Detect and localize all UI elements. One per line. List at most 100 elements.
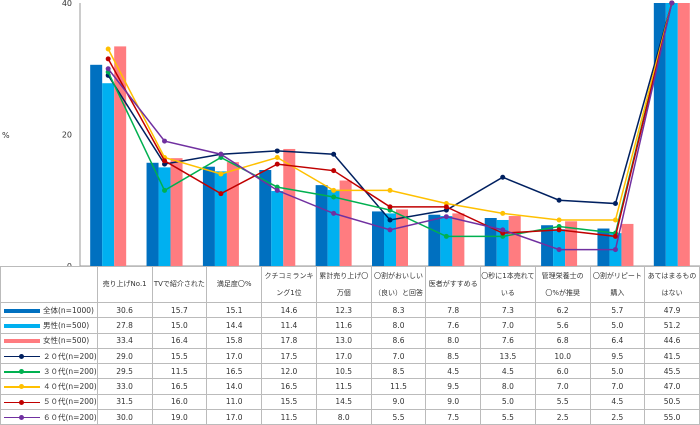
value-cell: 27.8 (96, 317, 153, 334)
value-cell: 30.6 (96, 301, 153, 319)
bar-0 (653, 3, 666, 266)
bar-0 (146, 162, 159, 266)
value-cell: 11.5 (315, 378, 372, 395)
value-cell: 17.8 (261, 332, 317, 349)
value-cell: 14.5 (315, 393, 372, 411)
value-cell: 47.9 (644, 301, 700, 319)
data-point (105, 66, 111, 72)
value-cell: 11.5 (151, 363, 208, 380)
series-name: ５０代(n=200) (43, 397, 97, 407)
data-point (387, 217, 393, 223)
bar-2 (508, 216, 521, 266)
data-point (612, 217, 618, 223)
value-cell: 51.2 (644, 317, 700, 334)
value-cell: 5.0 (480, 393, 536, 411)
chart: 0 20 40% (2, 0, 700, 266)
value-cell: 14.6 (261, 301, 317, 319)
data-point (612, 201, 618, 207)
data-point (556, 227, 562, 233)
value-cell: 6.4 (589, 332, 646, 349)
legend-entry: ６０代(n=200) (0, 409, 98, 425)
data-point (556, 217, 562, 223)
table-corner (0, 266, 98, 303)
value-cell: 50.5 (644, 393, 700, 411)
value-cell: 6.0 (534, 363, 591, 380)
value-cell: 15.5 (261, 393, 317, 411)
value-cell: 11.6 (315, 317, 372, 334)
value-cell: 4.5 (425, 363, 481, 380)
value-cell: 7.0 (480, 317, 536, 334)
bar-0 (259, 170, 272, 266)
value-cell: 15.1 (206, 301, 263, 319)
bar-2 (114, 46, 127, 266)
data-point (443, 214, 449, 220)
bar-0 (372, 211, 384, 266)
value-cell: 7.6 (425, 317, 481, 334)
bar-1 (384, 213, 396, 266)
data-point (612, 247, 618, 253)
data-point (443, 204, 449, 210)
bar-2 (283, 148, 296, 266)
category-label: あてはまるものはない (644, 266, 700, 303)
data-point (500, 210, 506, 216)
value-cell: 5.6 (534, 317, 591, 334)
value-cell: 41.5 (644, 347, 700, 365)
category-label: TVで紹介された (151, 266, 208, 303)
value-cell: 45.5 (644, 363, 700, 380)
value-cell: 7.8 (425, 301, 481, 319)
y-tick-label: 0 (67, 262, 72, 266)
bar-2 (396, 209, 408, 266)
value-cell: 29.5 (96, 363, 153, 380)
data-point (162, 138, 168, 144)
y-axis-label: % (2, 131, 10, 140)
table-row: 女性(n=500) 33.4 16.4 15.8 17.8 13.0 8.6 8.0 7.6 6.… (0, 332, 700, 349)
value-cell: 16.5 (261, 378, 317, 395)
data-point (556, 247, 562, 253)
data-point (105, 56, 111, 62)
table-row: ３０代(n=200) 29.5 11.5 16.5 12.0 10.5 8.5 4.5 4.5 6… (0, 363, 700, 380)
table-row: 全体(n=1000) 30.6 15.7 15.1 14.6 12.3 8.3 7.8 7.3 6… (0, 301, 700, 319)
bar-2 (226, 162, 239, 266)
value-cell: 8.5 (370, 363, 427, 380)
value-cell: 17.5 (261, 347, 317, 365)
value-cell: 14.4 (206, 317, 263, 334)
bar-1 (158, 167, 171, 266)
legend-entry: ３０代(n=200) (0, 363, 98, 380)
data-point (162, 158, 168, 164)
category-label: 満足度〇% (206, 266, 263, 303)
bar-2 (565, 221, 578, 266)
value-cell: 8.0 (480, 378, 536, 395)
value-cell: 16.5 (151, 378, 208, 395)
value-cell: 12.0 (261, 363, 317, 380)
value-cell: 14.0 (206, 378, 263, 395)
legend-entry: ２０代(n=200) (0, 347, 98, 365)
value-cell: 8.3 (370, 301, 427, 319)
data-point (218, 191, 224, 197)
data-point (500, 174, 506, 180)
table-row: ６０代(n=200) 30.0 19.0 17.0 11.5 8.0 5.5 7.5 5.5 2.… (0, 409, 700, 425)
category-label: 管理栄養士の〇%が推奨 (534, 266, 591, 303)
value-cell: 6.8 (534, 332, 591, 349)
value-cell: 15.7 (151, 301, 208, 319)
category-label: 売り上げNo.1 (96, 266, 153, 303)
series-name: 女性(n=500) (43, 336, 90, 346)
bar-2 (170, 158, 183, 266)
category-label: クチコミランキング1位 (261, 266, 317, 303)
value-cell: 9.5 (589, 347, 646, 365)
legend-swatch (4, 308, 40, 313)
value-cell: 9.0 (425, 393, 481, 411)
series-name: ３０代(n=200) (43, 366, 97, 376)
legend-entry: 女性(n=500) (0, 332, 98, 349)
value-cell: 5.5 (480, 409, 536, 425)
legend-entry: ５０代(n=200) (0, 393, 98, 411)
value-cell: 17.0 (315, 347, 372, 365)
value-cell: 31.5 (96, 393, 153, 411)
bar-2 (677, 3, 690, 266)
data-point (274, 161, 280, 167)
value-cell: 12.3 (315, 301, 372, 319)
legend-line-marker (4, 414, 40, 420)
series-name: ６０代(n=200) (43, 412, 97, 422)
value-cell: 33.0 (96, 378, 153, 395)
value-cell: 2.5 (534, 409, 591, 425)
value-cell: 16.4 (151, 332, 208, 349)
